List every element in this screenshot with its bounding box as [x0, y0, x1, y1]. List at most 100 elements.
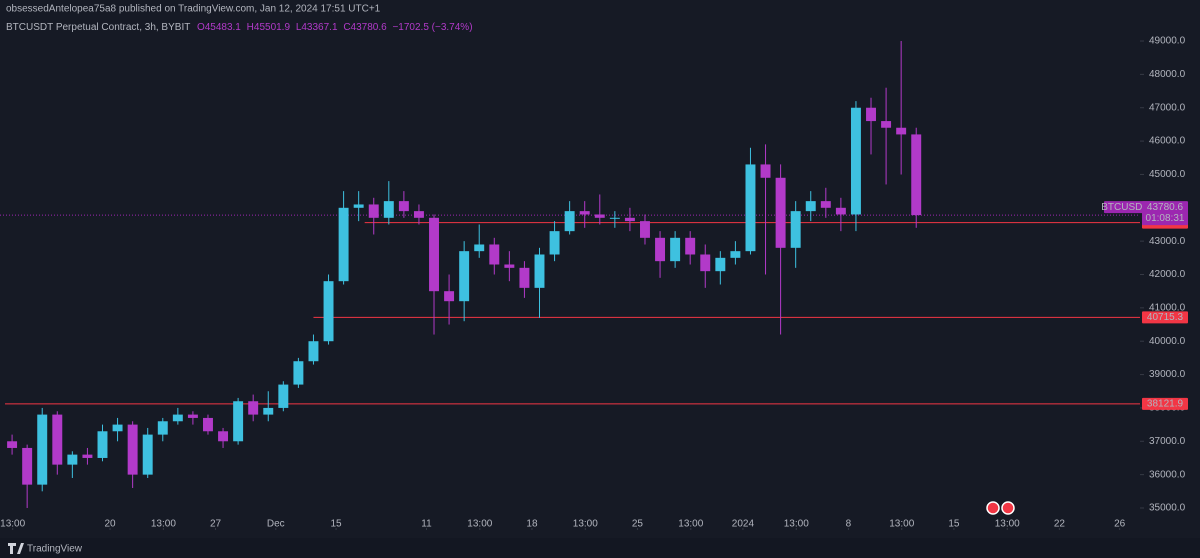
candle-body: [353, 204, 364, 208]
author-line: obsessedAntelopea75a8 published on Tradi…: [6, 4, 381, 15]
x-tick-label: 15: [948, 519, 960, 530]
candle-body: [203, 417, 213, 432]
candle-body: [474, 244, 485, 252]
candle-body: [775, 177, 786, 248]
candle-body: [881, 121, 892, 128]
x-tick-label: Dec: [267, 519, 285, 530]
candle-body: [911, 134, 922, 216]
x-tick-label: 25: [632, 519, 644, 530]
x-tick-label: 13:00: [0, 519, 25, 530]
symbol-legend: BTCUSDT Perpetual Contract, 3h, BYBIT O4…: [6, 22, 473, 33]
candle-body: [534, 254, 545, 288]
candle-body: [579, 211, 590, 215]
x-tick-label: 11: [421, 519, 432, 530]
x-tick-label: 13:00: [889, 519, 914, 530]
x-tick-label: 27: [210, 519, 222, 530]
candle-body: [278, 384, 289, 408]
candle-body: [805, 201, 816, 212]
candle-body: [172, 414, 183, 422]
y-tick-label: 35000.0: [1149, 503, 1186, 514]
last-price-bg: [1142, 201, 1188, 226]
candle-body: [835, 207, 846, 215]
symbol-tag: BTCUSDT.P: [1101, 202, 1157, 213]
level-label: 40715.3: [1147, 312, 1184, 323]
level-label-bg: [1142, 311, 1188, 324]
candle-body: [896, 127, 907, 135]
x-tick-label: 13:00: [784, 519, 809, 530]
candle-body: [640, 221, 650, 238]
candle-body: [323, 281, 334, 342]
candle-body: [700, 254, 711, 272]
candle-body: [444, 291, 455, 302]
candle-body: [233, 401, 244, 442]
candle-body: [338, 207, 349, 282]
candle-body: [112, 424, 123, 432]
x-tick-label: 8: [846, 519, 852, 530]
x-tick-label: 15: [331, 519, 343, 530]
candle-body: [760, 164, 771, 178]
y-tick-label: 47000.0: [1149, 102, 1186, 113]
x-tick-label: 13:00: [467, 519, 492, 530]
candle-body: [429, 217, 439, 292]
candle-body: [67, 454, 78, 465]
candle-body: [594, 214, 605, 218]
candle-body: [459, 251, 470, 302]
candle-body: [187, 414, 198, 418]
candle-body: [368, 204, 379, 218]
candle-body: [157, 421, 168, 435]
level-label-bg: [1142, 397, 1188, 410]
y-tick-label: 49000.0: [1149, 36, 1186, 47]
y-tick-label: 40000.0: [1149, 336, 1186, 347]
plot-area: 35000.036000.037000.038000.039000.040000…: [0, 36, 1188, 530]
x-tick-label: 13:00: [151, 519, 176, 530]
candle-body: [7, 441, 18, 448]
candle-body: [489, 244, 500, 265]
candle-body: [383, 201, 394, 218]
candle-body: [790, 211, 801, 248]
candle-body: [504, 264, 515, 268]
candle-body: [22, 447, 33, 485]
candle-body: [127, 424, 138, 475]
candle-body: [97, 431, 108, 458]
logo: [8, 543, 24, 554]
candle-body: [715, 257, 726, 272]
event-icon[interactable]: [1001, 501, 1015, 515]
y-tick-label: 36000.0: [1149, 469, 1186, 480]
event-icon[interactable]: [986, 501, 1000, 515]
candle-body: [218, 431, 229, 442]
candle-body: [745, 164, 756, 252]
candle-body: [564, 211, 575, 232]
brand: TradingView: [27, 544, 83, 555]
x-tick-label: 18: [526, 519, 538, 530]
x-tick-label: 22: [1054, 519, 1066, 530]
legend-high: H45501.9: [247, 22, 291, 33]
candle-body: [52, 414, 63, 465]
candle-body: [670, 237, 681, 262]
candle-body: [820, 201, 831, 208]
candle-body: [413, 211, 424, 218]
candle-body: [609, 217, 620, 219]
candle-body: [82, 454, 93, 458]
legend-close: C43780.6: [343, 22, 387, 33]
y-tick-label: 46000.0: [1149, 136, 1186, 147]
y-tick-label: 37000.0: [1149, 436, 1186, 447]
legend-low: L43367.1: [296, 22, 338, 33]
chart-title: BTCUSDT Perpetual Contract, 3h, BYBIT: [6, 22, 190, 33]
candle-body: [624, 217, 635, 222]
x-tick-label: 20: [104, 519, 116, 530]
y-tick-label: 45000.0: [1149, 169, 1186, 180]
candle-body: [142, 434, 153, 475]
legend-change: −1702.5 (−3.74%): [392, 22, 472, 33]
legend-open: O45483.1: [197, 22, 241, 33]
level-label: 38121.9: [1147, 398, 1184, 409]
countdown: 01:08:31: [1146, 213, 1185, 224]
candle-body: [293, 361, 304, 385]
x-tick-label: 13:00: [995, 519, 1020, 530]
y-tick-label: 43000.0: [1149, 236, 1186, 247]
candle-body: [685, 237, 696, 255]
candle-body: [730, 251, 741, 258]
candle-body: [263, 407, 274, 415]
candle-body: [248, 401, 259, 415]
candle-body: [850, 107, 861, 215]
